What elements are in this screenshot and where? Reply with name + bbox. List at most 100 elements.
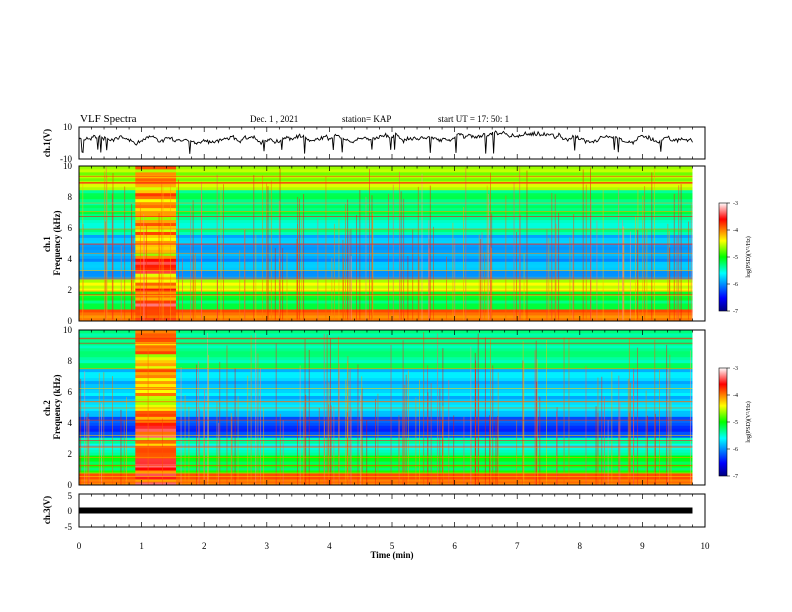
sferic-streak xyxy=(516,420,518,485)
sferic-streak xyxy=(145,224,147,321)
spectrogram-band xyxy=(79,192,693,197)
burst-band xyxy=(135,383,177,388)
burst-band xyxy=(135,392,177,396)
burst-band xyxy=(135,431,177,435)
sferic-streak xyxy=(539,397,541,485)
sferic-streak xyxy=(688,221,690,321)
sferic-streak xyxy=(250,335,252,485)
sferic-streak xyxy=(645,390,647,485)
sferic-streak xyxy=(326,334,328,485)
narrowband-line xyxy=(79,434,693,436)
narrowband-line xyxy=(79,457,693,458)
narrowband-line xyxy=(79,440,693,441)
burst-band xyxy=(135,249,177,253)
sferic-streak xyxy=(216,401,218,485)
burst-band xyxy=(135,479,177,483)
time-tick-label: 4 xyxy=(327,541,332,551)
sferic-streak xyxy=(489,246,491,321)
spectrogram-band xyxy=(79,279,693,283)
burst-band xyxy=(135,312,177,316)
ch3-waveform-trace xyxy=(79,507,693,514)
panel-ch1-spectrogram-ticks xyxy=(78,166,706,321)
sferic-streak xyxy=(442,405,444,485)
sferic-streak xyxy=(222,184,224,321)
time-tick-label: 7 xyxy=(515,541,520,551)
sferic-streak xyxy=(325,176,327,321)
spectrogram-band xyxy=(79,225,693,229)
sferic-streak xyxy=(489,415,490,485)
burst-band xyxy=(135,437,177,441)
frequency-tick-label: 0 xyxy=(68,480,73,490)
spectrogram-band xyxy=(79,338,693,343)
sferic-streak xyxy=(270,180,272,321)
sferic-streak xyxy=(103,171,105,321)
sferic-streak xyxy=(448,379,450,485)
panel-ch2-spectrogram-ticks xyxy=(78,330,706,485)
spectrogram-band xyxy=(79,443,693,447)
time-tick-label: 3 xyxy=(265,541,270,551)
sferic-streak xyxy=(463,416,465,485)
narrowband-line xyxy=(79,175,693,177)
sferic-streak xyxy=(415,397,417,485)
sferic-streak xyxy=(407,256,409,321)
spectrogram-band xyxy=(79,195,693,200)
sferic-streak xyxy=(204,388,205,485)
sferic-streak xyxy=(368,168,370,321)
sferic-streak xyxy=(673,193,675,321)
spectrogram-band xyxy=(79,380,693,385)
burst-band xyxy=(135,359,177,364)
burst-band xyxy=(135,168,177,173)
burst-band xyxy=(135,467,177,471)
sferic-streak xyxy=(430,382,432,485)
sferic-streak xyxy=(495,417,497,485)
sferic-streak xyxy=(361,376,363,485)
sferic-streak xyxy=(218,422,220,485)
burst-band xyxy=(135,201,177,206)
burst-band xyxy=(135,449,177,453)
sferic-streak xyxy=(627,378,629,485)
sferic-streak xyxy=(484,251,486,321)
burst-band xyxy=(135,398,177,402)
sferic-streak xyxy=(190,206,192,321)
sferic-streak xyxy=(428,248,430,321)
sferic-streak xyxy=(390,344,392,485)
sferic-streak xyxy=(670,401,672,485)
sferic-streak xyxy=(654,339,656,485)
sferic-streak xyxy=(329,337,331,485)
ch1-frequency-ylabel: ch.1 Frequency (kHz) xyxy=(42,210,62,275)
time-tick-label: 5 xyxy=(390,541,395,551)
burst-band xyxy=(135,416,177,420)
sferic-streak xyxy=(317,218,319,321)
burst-band xyxy=(135,315,177,319)
burst-band xyxy=(135,410,177,414)
sferic-streak xyxy=(474,352,476,485)
panel-ch3-waveform: 5 0 -5 ch.3(V) xyxy=(42,491,706,532)
spectrogram-band xyxy=(79,204,693,209)
spectrogram-band xyxy=(79,267,693,271)
narrowband-line xyxy=(79,481,693,483)
narrowband-line xyxy=(79,338,693,340)
burst-band xyxy=(135,356,177,361)
sferic-streak xyxy=(654,413,656,485)
sferic-streak xyxy=(112,172,114,321)
sferic-streak xyxy=(487,194,489,321)
sferic-streak xyxy=(143,213,145,321)
sferic-streak xyxy=(492,365,494,485)
frequency-tick-label: 0 xyxy=(68,316,73,326)
sferic-streak xyxy=(234,368,236,485)
spectrogram-band xyxy=(79,183,693,188)
burst-band xyxy=(135,476,177,480)
time-tick-label: 2 xyxy=(202,541,207,551)
frequency-tick-label: 6 xyxy=(68,223,73,233)
sferic-streak xyxy=(296,238,298,321)
sferic-streak xyxy=(98,373,100,485)
sferic-streak xyxy=(590,200,592,321)
narrowband-line xyxy=(79,319,693,321)
sferic-streak xyxy=(690,203,692,321)
sferic-streak xyxy=(282,420,284,485)
burst-band xyxy=(135,371,177,376)
spectrogram-band xyxy=(79,368,693,373)
sferic-streak xyxy=(585,365,587,485)
ch2-frequency-ylabel-line2: Frequency (kHz) xyxy=(52,374,62,439)
